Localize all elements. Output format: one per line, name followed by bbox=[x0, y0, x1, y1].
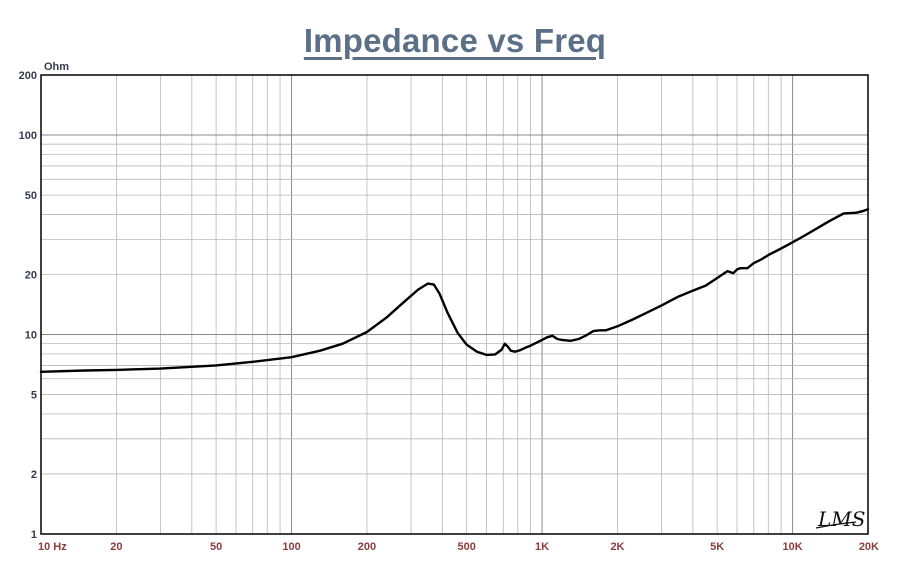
x-tick-label: 10K bbox=[782, 541, 802, 553]
x-tick-label: 5K bbox=[710, 541, 724, 553]
series-layer bbox=[39, 207, 870, 373]
x-tick-label: 200 bbox=[358, 541, 376, 553]
chart-title: Impedance vs Freq bbox=[303, 22, 607, 59]
y-tick-label: 2 bbox=[31, 469, 37, 481]
y-axis-labels: 1 2 5 10 20 50 100 200 bbox=[19, 70, 37, 541]
x-tick-label: 20K bbox=[859, 541, 879, 553]
x-tick-label: 2K bbox=[610, 541, 624, 553]
y-tick-label: 1 bbox=[31, 529, 37, 541]
y-tick-label: 200 bbox=[19, 70, 37, 82]
y-tick-label: 20 bbox=[25, 269, 37, 281]
x-axis-labels: 10 Hz 20 50 100 200 500 1K 2K 5K 10K 20K bbox=[38, 541, 879, 553]
x-tick-label: 100 bbox=[282, 541, 300, 553]
x-tick-label: 50 bbox=[210, 541, 222, 553]
y-tick-label: 100 bbox=[19, 130, 37, 142]
impedance-curve bbox=[39, 207, 870, 373]
plot-frame bbox=[40, 74, 869, 535]
x-tick-label: 1K bbox=[535, 541, 549, 553]
y-tick-label: 50 bbox=[25, 190, 37, 202]
lms-logo: LMS bbox=[817, 507, 865, 531]
x-tick-label: 10 Hz bbox=[38, 541, 67, 553]
y-tick-label: 10 bbox=[25, 330, 37, 342]
y-axis-unit-label: Ohm bbox=[44, 61, 69, 73]
logo-underline bbox=[815, 521, 857, 529]
x-tick-label: 500 bbox=[457, 541, 475, 553]
x-tick-label: 20 bbox=[110, 541, 122, 553]
y-tick-label: 5 bbox=[31, 390, 37, 402]
grid bbox=[41, 75, 868, 534]
